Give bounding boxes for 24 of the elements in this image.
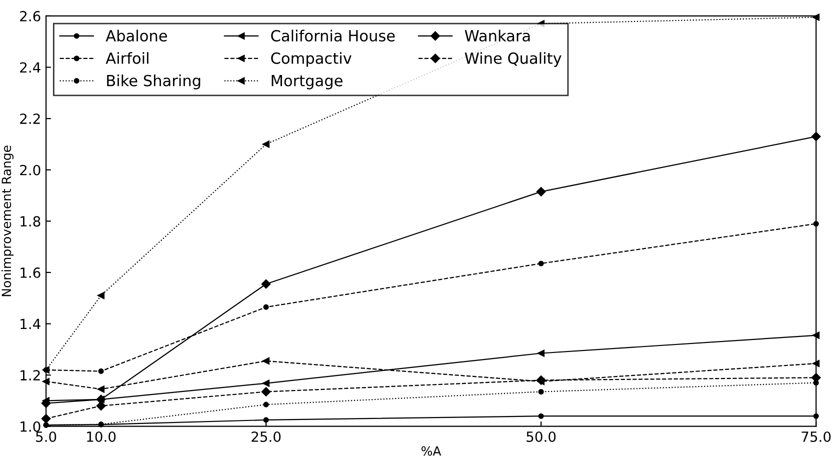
y-tick-label: 2.0 bbox=[20, 164, 40, 176]
legend-label: Abalone bbox=[106, 30, 167, 42]
y-tick-label: 2.2 bbox=[20, 114, 40, 124]
legend-label: Mortgage bbox=[272, 75, 342, 90]
y-tick-label: 1.0 bbox=[20, 421, 40, 432]
y-tick-label: 1.8 bbox=[20, 216, 40, 227]
x-tick-label: 10.0 bbox=[87, 431, 116, 442]
y-tick-label: 1.6 bbox=[20, 267, 40, 278]
y-tick-label: 2.6 bbox=[20, 10, 40, 22]
y-tick-label: 1.2 bbox=[20, 370, 40, 380]
x-tick-label: 25.0 bbox=[252, 431, 281, 442]
y-tick-label: 2.4 bbox=[20, 62, 40, 73]
x-tick-label: 50.0 bbox=[526, 431, 556, 442]
legend-label: Wankara bbox=[464, 30, 530, 42]
legend-label: Airfoil bbox=[106, 52, 148, 64]
x-tick-label: 75.0 bbox=[802, 431, 831, 442]
legend-label: Compactiv bbox=[271, 52, 352, 67]
y-axis-title: Nonimprovement Range bbox=[1, 146, 14, 296]
x-axis-title: %A bbox=[422, 446, 442, 456]
legend-label: California House bbox=[271, 30, 395, 42]
legend-label: Wine Quality bbox=[464, 52, 562, 67]
x-tick-label: 5.0 bbox=[36, 431, 56, 442]
y-tick-label: 1.4 bbox=[20, 318, 40, 330]
legend-label: Bike Sharing bbox=[107, 74, 200, 90]
